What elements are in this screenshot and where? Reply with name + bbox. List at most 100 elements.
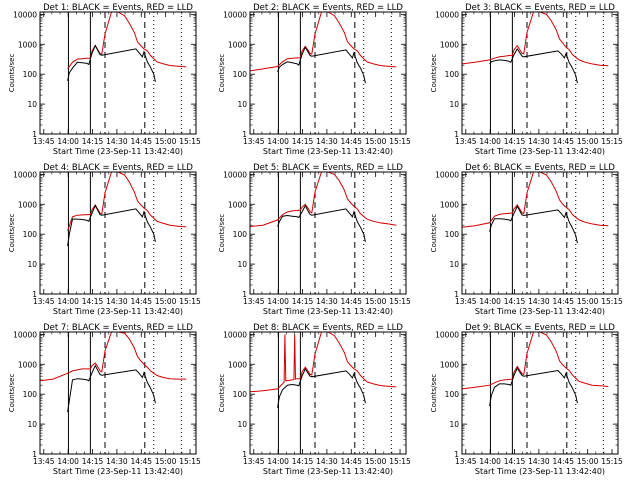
panel-title: Det 6: BLACK = Events, RED = LLD	[465, 163, 615, 173]
y-tick-label: 100	[233, 230, 248, 239]
y-tick-label: 1000	[228, 360, 247, 369]
panel-title: Det 2: BLACK = Events, RED = LLD	[253, 3, 403, 13]
x-axis-label: Start Time (23-Sep-11 13:42:40)	[475, 307, 605, 316]
x-axis-label: Start Time (23-Sep-11 13:42:40)	[475, 147, 605, 156]
x-tick-label: 14:00	[267, 457, 289, 466]
x-tick-label: 14:45	[130, 137, 152, 146]
x-axis-label: Start Time (23-Sep-11 13:42:40)	[475, 467, 605, 476]
plot-frame	[39, 11, 197, 135]
x-tick-label: 14:30	[316, 137, 338, 146]
plot-frame	[249, 11, 407, 135]
x-tick-label: 14:30	[528, 457, 550, 466]
x-axis-label: Start Time (23-Sep-11 13:42:40)	[263, 467, 393, 476]
x-tick-label: 14:00	[57, 137, 79, 146]
plot-frame	[39, 171, 197, 295]
panel-det-2: Det 2: BLACK = Events, RED = LLD Counts/s…	[218, 3, 411, 156]
x-tick-label: 14:45	[340, 457, 362, 466]
x-tick-label: 13:45	[243, 297, 265, 306]
x-tick-label: 14:00	[479, 457, 501, 466]
x-tick-label: 15:15	[601, 297, 623, 306]
x-tick-label: 13:45	[243, 457, 265, 466]
y-tick-label: 1000	[18, 360, 37, 369]
x-tick-label: 14:30	[316, 457, 338, 466]
panel-title: Det 3: BLACK = Events, RED = LLD	[465, 3, 615, 13]
y-tick-label: 1	[32, 450, 37, 459]
series-line-lld	[250, 332, 397, 393]
x-tick-label: 14:00	[57, 297, 79, 306]
y-axis-label: Counts/sec	[430, 54, 438, 93]
y-tick-label: 10	[449, 420, 459, 429]
y-tick-label: 10000	[435, 10, 459, 19]
y-tick-label: 100	[233, 390, 248, 399]
series-line-events	[67, 44, 156, 83]
series-line-lld	[462, 12, 609, 67]
x-tick-label: 15:15	[389, 457, 411, 466]
x-tick-label: 15:00	[155, 297, 177, 306]
series-line-lld	[67, 172, 187, 231]
x-tick-label: 15:00	[155, 137, 177, 146]
panel-det-1: Det 1: BLACK = Events, RED = LLD Counts/s…	[8, 3, 201, 156]
y-tick-label: 1	[454, 130, 459, 139]
panel-det-8: Det 8: BLACK = Events, RED = LLD Counts/s…	[218, 323, 411, 476]
x-axis-label: Start Time (23-Sep-11 13:42:40)	[53, 307, 183, 316]
series-line-events	[67, 204, 156, 247]
panel-det-4: Det 4: BLACK = Events, RED = LLD Counts/s…	[8, 163, 201, 316]
y-tick-label: 100	[23, 390, 38, 399]
y-tick-label: 10	[237, 260, 247, 269]
x-axis-label: Start Time (23-Sep-11 13:42:40)	[53, 147, 183, 156]
panel-det-9: Det 9: BLACK = Events, RED = LLD Counts/s…	[430, 323, 623, 476]
y-tick-label: 10	[449, 260, 459, 269]
y-tick-label: 100	[445, 70, 460, 79]
y-tick-label: 1	[454, 290, 459, 299]
y-tick-label: 100	[23, 230, 38, 239]
x-tick-label: 13:45	[455, 297, 477, 306]
plot-frame	[461, 11, 619, 135]
x-tick-label: 13:45	[455, 457, 477, 466]
y-axis-label: Counts/sec	[218, 214, 226, 253]
panel-det-6: Det 6: BLACK = Events, RED = LLD Counts/s…	[430, 163, 623, 316]
y-tick-label: 10000	[13, 10, 37, 19]
x-tick-label: 14:15	[292, 137, 314, 146]
series-line-events	[489, 47, 578, 84]
series-line-events	[277, 367, 366, 408]
x-tick-label: 14:00	[479, 137, 501, 146]
y-tick-label: 1	[454, 450, 459, 459]
y-tick-label: 10000	[435, 170, 459, 179]
x-tick-label: 15:15	[601, 137, 623, 146]
x-tick-label: 14:45	[340, 137, 362, 146]
plot-frame	[249, 331, 407, 455]
y-tick-label: 10000	[223, 10, 247, 19]
x-tick-label: 15:15	[389, 297, 411, 306]
y-tick-label: 100	[445, 390, 460, 399]
panel-det-3: Det 3: BLACK = Events, RED = LLD Counts/s…	[430, 3, 623, 156]
x-tick-label: 13:45	[455, 137, 477, 146]
x-tick-label: 14:15	[504, 297, 526, 306]
x-tick-label: 14:15	[82, 297, 104, 306]
y-tick-label: 10	[237, 420, 247, 429]
y-tick-label: 10000	[223, 170, 247, 179]
x-tick-label: 14:15	[82, 137, 104, 146]
x-tick-label: 15:00	[365, 137, 387, 146]
x-tick-label: 14:15	[504, 137, 526, 146]
y-tick-label: 10	[27, 100, 37, 109]
y-tick-label: 10	[27, 260, 37, 269]
x-axis-label: Start Time (23-Sep-11 13:42:40)	[263, 147, 393, 156]
plot-frame	[461, 331, 619, 455]
series-line-lld	[40, 332, 187, 382]
x-tick-label: 14:45	[552, 297, 574, 306]
y-tick-label: 1000	[440, 200, 459, 209]
series-line-lld	[250, 12, 397, 72]
x-tick-label: 14:30	[316, 297, 338, 306]
x-tick-label: 14:30	[106, 297, 128, 306]
panel-det-7: Det 7: BLACK = Events, RED = LLD Counts/s…	[8, 323, 201, 476]
x-axis-label: Start Time (23-Sep-11 13:42:40)	[53, 467, 183, 476]
x-tick-label: 14:45	[130, 297, 152, 306]
y-tick-label: 1000	[18, 200, 37, 209]
y-tick-label: 100	[445, 230, 460, 239]
y-tick-label: 1000	[18, 40, 37, 49]
x-tick-label: 15:15	[179, 137, 201, 146]
panel-title: Det 4: BLACK = Events, RED = LLD	[43, 163, 193, 173]
x-tick-label: 14:45	[552, 137, 574, 146]
x-axis-label: Start Time (23-Sep-11 13:42:40)	[263, 307, 393, 316]
panel-title: Det 9: BLACK = Events, RED = LLD	[465, 323, 615, 333]
